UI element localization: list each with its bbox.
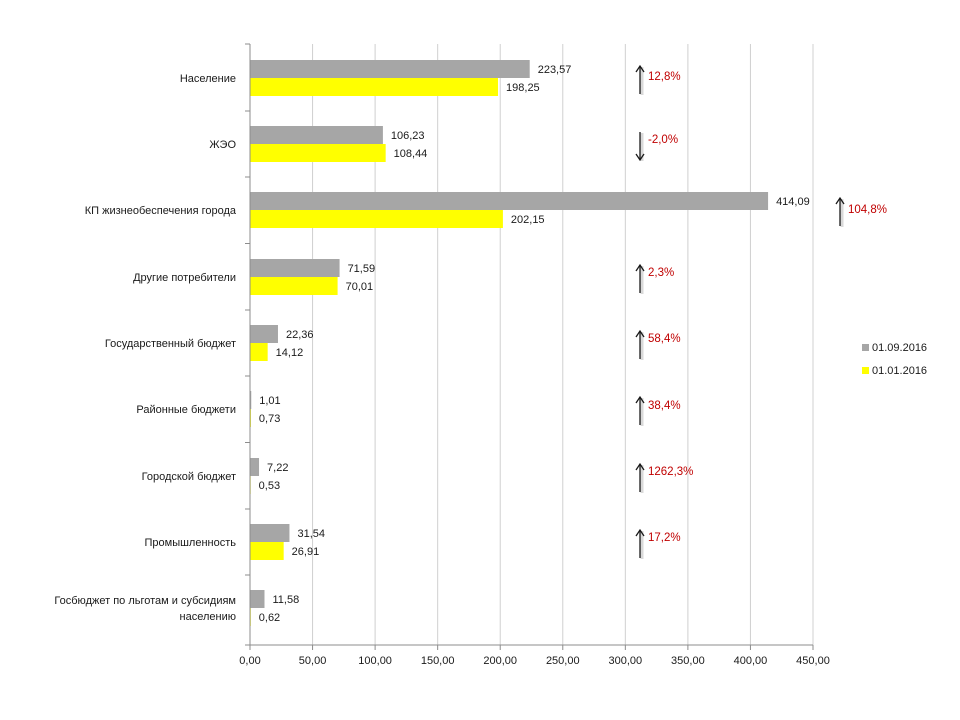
category-label: Городской бюджет xyxy=(142,471,236,483)
bar-sep-6 xyxy=(250,458,260,476)
arrow-up-icon xyxy=(635,395,645,404)
bar-value-label: 71,59 xyxy=(348,263,376,275)
bar-value-label: 198,25 xyxy=(506,82,540,94)
change-percent-label: 38,4% xyxy=(648,400,681,412)
bar-jan-3 xyxy=(250,277,338,295)
x-tick-label: 350,00 xyxy=(671,655,705,667)
change-percent-label: 2,3% xyxy=(648,267,674,279)
bar-sep-7 xyxy=(250,524,290,542)
change-annotation: -2,0% xyxy=(635,132,678,162)
legend-swatch xyxy=(862,367,869,374)
category-label: населению xyxy=(180,611,236,623)
category-label: Государственный бюджет xyxy=(105,338,236,350)
bar-sep-8 xyxy=(250,590,265,608)
legend-label: 01.01.2016 xyxy=(872,365,927,377)
axes: 0,00 50,00 100,00 150,00 200,00 250,00 300,00 3… xyxy=(239,43,830,667)
x-tick-label: 100,00 xyxy=(358,655,392,667)
x-tick-label: 300,00 xyxy=(609,655,643,667)
bar-sep-4 xyxy=(250,325,278,343)
arrow-down-icon xyxy=(635,153,645,162)
change-percent-label: 12,8% xyxy=(648,71,681,83)
bar-value-label: 70,01 xyxy=(346,281,374,293)
category-label: Госбюджет по льготам и субсидиям xyxy=(54,595,236,607)
bar-value-label: 108,44 xyxy=(394,148,428,160)
category-label: Население xyxy=(180,73,236,85)
grid-lines xyxy=(312,44,814,645)
arrow-up-icon xyxy=(635,329,645,338)
bar-jan-2 xyxy=(250,210,503,228)
bar-jan-4 xyxy=(250,343,268,361)
bar-sep-1 xyxy=(250,126,383,144)
x-tick-label: 400,00 xyxy=(734,655,768,667)
bar-sep-3 xyxy=(250,259,340,277)
arrow-up-icon xyxy=(635,263,645,272)
change-annotation: 12,8% xyxy=(635,64,681,95)
bar-value-label: 7,22 xyxy=(267,462,288,474)
bar-value-label: 11,58 xyxy=(272,594,299,606)
x-tick-label: 250,00 xyxy=(546,655,580,667)
change-percent-label: 58,4% xyxy=(648,333,681,345)
change-percent-label: 17,2% xyxy=(648,532,681,544)
bar-value-label: 0,73 xyxy=(259,413,280,425)
bar-value-label: 1,01 xyxy=(259,395,280,407)
bar-value-label: 223,57 xyxy=(538,64,572,76)
change-annotation: 104,8% xyxy=(835,196,887,227)
bar-value-label: 26,91 xyxy=(292,546,320,558)
category-label: Районные бюджети xyxy=(136,404,236,416)
legend-label: 01.09.2016 xyxy=(872,342,927,354)
change-percent-label: 104,8% xyxy=(848,204,887,216)
change-annotation: 58,4% xyxy=(635,329,681,360)
change-percent-label: -2,0% xyxy=(648,134,678,146)
bar-sep-5 xyxy=(250,391,252,409)
arrow-up-icon xyxy=(635,528,645,537)
bar-sep-0 xyxy=(250,60,530,78)
bar-value-label: 0,53 xyxy=(259,480,280,492)
x-tick-label: 50,00 xyxy=(299,655,327,667)
bar-value-label: 0,62 xyxy=(259,612,280,624)
bar-value-label: 22,36 xyxy=(286,329,314,341)
category-label: ЖЭО xyxy=(209,139,236,151)
bar-value-label: 106,23 xyxy=(391,130,425,142)
category-label: Другие потребители xyxy=(133,272,236,284)
bar-value-label: 414,09 xyxy=(776,196,810,208)
legend-swatch xyxy=(862,344,869,351)
bars xyxy=(250,60,769,626)
change-annotations: 12,8% -2,0% 104,8% 2,3% 58,4% 38,4% 1262,3% 17,… xyxy=(635,64,887,559)
arrow-up-icon xyxy=(635,64,645,73)
category-label: Промышленность xyxy=(144,537,236,549)
legend: 01.09.2016 01.01.2016 xyxy=(862,342,927,377)
bar-jan-0 xyxy=(250,78,499,96)
bar-jan-7 xyxy=(250,542,284,560)
x-tick-label: 200,00 xyxy=(483,655,517,667)
x-tick-label: 0,00 xyxy=(239,655,260,667)
arrow-up-icon xyxy=(635,462,645,471)
bar-sep-2 xyxy=(250,192,769,210)
bar-value-label: 202,15 xyxy=(511,214,545,226)
change-annotation: 17,2% xyxy=(635,528,681,559)
labels: 223,57 106,23 414,09 71,59 22,36 1,01 7,22 31,5… xyxy=(54,64,809,624)
x-tick-label: 150,00 xyxy=(421,655,455,667)
change-percent-label: 1262,3% xyxy=(648,466,693,478)
arrow-up-icon xyxy=(835,196,845,205)
x-tick-label: 450,00 xyxy=(796,655,830,667)
bar-value-label: 14,12 xyxy=(276,347,304,359)
change-annotation: 2,3% xyxy=(635,263,674,294)
bar-jan-1 xyxy=(250,144,386,162)
change-annotation: 38,4% xyxy=(635,395,681,426)
category-label: КП жизнеобеспечения города xyxy=(85,205,237,217)
change-annotation: 1262,3% xyxy=(635,462,693,493)
bar-value-label: 31,54 xyxy=(297,528,325,540)
